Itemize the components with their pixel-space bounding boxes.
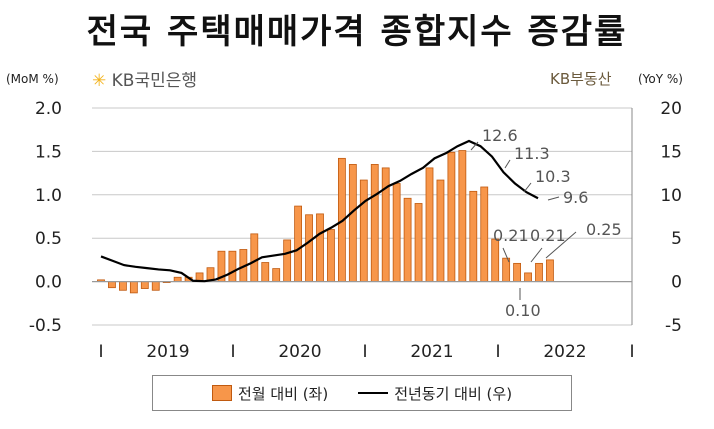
y-left-tick-label: 1.5 — [35, 142, 62, 162]
y-right-tick-label: 20 — [660, 99, 682, 119]
kb-bank-logo: ✳ KB국민은행 — [92, 66, 197, 91]
y-right-tick-label: 5 — [671, 229, 682, 249]
annotation-label: 0.21 — [493, 226, 529, 245]
bar — [129, 281, 138, 294]
x-tick-label: 2022 — [543, 342, 586, 362]
bar — [546, 259, 554, 282]
y-left-tick-label: 0.5 — [35, 229, 62, 249]
y-left-tick-label: 0.0 — [35, 273, 62, 293]
x-tick-label: 2020 — [278, 342, 321, 362]
left-axis-unit: (MoM %) — [6, 72, 59, 86]
y-right-tick-label: 10 — [660, 186, 682, 206]
legend-bar-swatch — [211, 385, 232, 401]
annotation-label: 0.21 — [530, 226, 566, 245]
annotation-leader — [470, 141, 479, 151]
x-tick-label: 2021 — [410, 342, 453, 362]
bar — [491, 238, 500, 282]
x-tick-label: I — [98, 342, 103, 362]
annotation-leader — [523, 182, 532, 193]
bar — [305, 214, 313, 283]
bar — [436, 179, 445, 283]
annotation-leader — [545, 231, 577, 259]
chart-legend: 전월 대비 (좌) 전년동기 대비 (우) — [152, 375, 572, 411]
bar — [140, 281, 149, 289]
y-right-tick-label: 15 — [660, 142, 682, 162]
bar — [261, 262, 270, 282]
bar — [414, 203, 423, 282]
bar — [327, 229, 335, 283]
bar — [108, 281, 116, 289]
annotation-label: 10.3 — [535, 167, 571, 186]
kb-bank-logo-text: KB국민은행 — [111, 71, 198, 91]
legend-bar-label: 전월 대비 (좌) — [237, 384, 329, 403]
kb-star-icon: ✳ — [92, 71, 107, 91]
kb-land-logo: KB부동산 — [550, 70, 612, 88]
annotation-label: 0.25 — [586, 220, 622, 239]
bar — [370, 164, 379, 282]
bar — [403, 197, 412, 283]
x-tick-label: I — [362, 342, 367, 362]
bar — [392, 183, 401, 283]
y-left-tick-label: 1.0 — [35, 186, 62, 206]
annotation-leader — [504, 159, 511, 169]
bar — [425, 167, 434, 282]
bar — [535, 262, 543, 283]
bar — [283, 239, 292, 283]
bar — [447, 151, 456, 283]
annotation-label: 9.6 — [563, 188, 588, 207]
line-series-yoy — [100, 139, 539, 283]
legend-item-bar: 전월 대비 (좌) — [211, 383, 329, 404]
bar — [228, 250, 237, 283]
y-right-tick-label: 0 — [671, 273, 682, 293]
x-tick-label: I — [629, 342, 634, 362]
bar — [316, 213, 324, 282]
bar — [359, 179, 368, 283]
bar — [294, 205, 303, 282]
bar — [381, 167, 390, 282]
bar — [250, 233, 259, 283]
legend-line-label: 전년동기 대비 (우) — [394, 384, 513, 403]
bar — [119, 281, 127, 291]
y-left-tick-label: 2.0 — [35, 99, 62, 119]
annotation-leader — [530, 247, 543, 263]
annotation-leader — [547, 196, 560, 201]
bar — [348, 164, 357, 282]
annotation-label: 12.6 — [482, 126, 518, 145]
legend-item-line: 전년동기 대비 (우) — [358, 383, 512, 404]
chart-title: 전국 주택매매가격 종합지수 증감률 — [86, 12, 628, 52]
legend-line-swatch — [358, 392, 389, 394]
bar — [151, 281, 160, 291]
bar — [480, 186, 489, 283]
bar — [513, 262, 521, 283]
x-tick-label: I — [230, 342, 235, 362]
annotation-leader — [502, 247, 510, 263]
y-right-tick-label: -5 — [665, 316, 682, 336]
right-axis-unit: (YoY %) — [638, 72, 683, 86]
x-tick-label: 2019 — [146, 342, 189, 362]
bar — [173, 276, 182, 283]
annotation-label: 11.3 — [514, 144, 550, 163]
chart-plot: 2.0 1.5 1.0 0.5 0.0 -0.5 20 15 10 5 0 -5 I 2019 I 2020 I… — [29, 99, 682, 362]
bar — [458, 150, 467, 282]
bar — [524, 272, 532, 283]
y-left-tick-label: -0.5 — [29, 316, 62, 336]
bar — [469, 190, 478, 283]
bar — [272, 268, 281, 282]
annotation-label: 0.10 — [505, 301, 541, 320]
x-tick-label: I — [495, 342, 500, 362]
